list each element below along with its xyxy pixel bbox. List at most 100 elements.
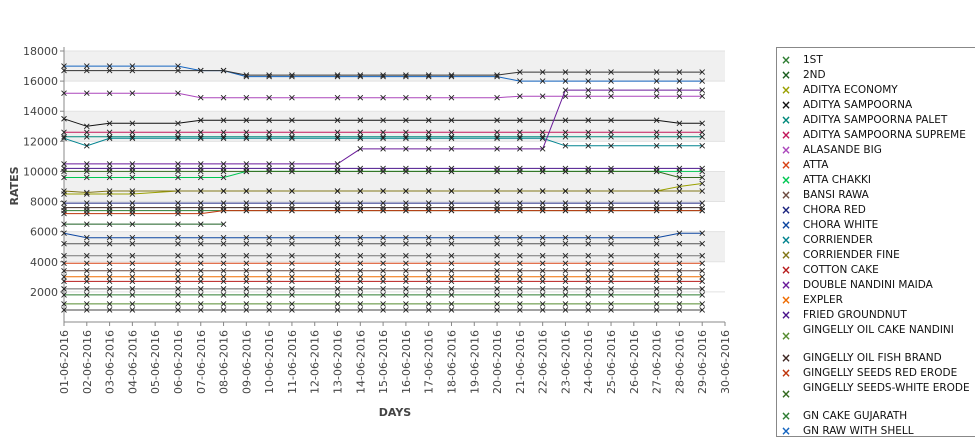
series-corriender-fine <box>61 188 706 196</box>
data-point <box>289 301 295 307</box>
data-point <box>175 221 181 227</box>
data-point <box>562 129 569 136</box>
data-point <box>266 129 272 136</box>
data-point <box>494 260 500 267</box>
data-point <box>197 168 204 175</box>
data-point <box>61 267 67 274</box>
y-tick-label: 2000 <box>30 286 58 299</box>
data-point <box>380 252 386 259</box>
data-point <box>334 301 341 307</box>
data-point <box>403 72 409 78</box>
data-point <box>106 161 113 167</box>
legend-item: × EXPLER <box>781 294 975 306</box>
legend-label: EXPLER <box>803 294 843 306</box>
data-point <box>197 129 204 136</box>
series-unlabeled-25 <box>61 240 706 247</box>
data-point <box>517 234 523 241</box>
data-point <box>494 94 500 101</box>
data-point <box>106 63 113 69</box>
data-point <box>448 72 455 78</box>
data-point <box>380 274 386 280</box>
y-axis-title: RATES <box>8 166 21 205</box>
data-point <box>83 252 90 259</box>
data-point <box>425 260 432 267</box>
data-point <box>494 292 500 298</box>
x-tick-label: 22-06-2016 <box>537 330 550 394</box>
data-point <box>106 188 113 194</box>
data-point <box>243 274 250 280</box>
data-point <box>403 135 409 142</box>
data-point <box>517 168 523 175</box>
data-point <box>676 78 683 84</box>
data-point <box>289 267 295 274</box>
data-point <box>425 240 432 247</box>
data-point <box>494 274 500 280</box>
data-point <box>334 168 341 175</box>
data-point <box>676 292 683 298</box>
data-point <box>61 210 67 217</box>
data-point <box>83 161 90 167</box>
data-point <box>562 234 569 241</box>
data-point <box>699 174 706 181</box>
data-point <box>448 274 455 280</box>
data-point <box>425 286 432 292</box>
data-point <box>608 252 614 259</box>
data-point <box>403 234 409 241</box>
data-point <box>106 267 113 274</box>
data-point <box>676 87 683 93</box>
data-point <box>129 129 136 136</box>
data-point <box>517 274 523 280</box>
data-point <box>608 234 614 241</box>
data-point <box>61 307 67 313</box>
data-point <box>83 210 90 217</box>
legend-marker-icon: × <box>781 366 792 380</box>
data-point <box>585 78 592 84</box>
series-unlabeled-28 <box>61 286 706 292</box>
data-point <box>106 292 113 298</box>
data-point <box>653 69 660 75</box>
data-point <box>243 161 250 167</box>
data-point <box>608 168 614 175</box>
data-point <box>266 307 272 313</box>
series-gingelly-seeds-white-erode <box>61 168 706 181</box>
x-axis-title: DAYS <box>379 406 412 419</box>
series-unlabeled-24 <box>61 67 706 78</box>
data-point <box>608 78 614 84</box>
data-point <box>676 252 683 259</box>
data-point <box>562 69 569 75</box>
data-point <box>448 207 455 214</box>
data-point <box>334 200 341 206</box>
data-point <box>266 301 272 307</box>
data-point <box>585 129 592 136</box>
data-point <box>653 278 660 285</box>
data-point <box>289 252 295 259</box>
data-point <box>539 200 546 206</box>
data-point <box>83 133 90 140</box>
data-point <box>197 188 204 194</box>
legend-label: CORRIENDER FINE <box>803 249 900 261</box>
legend-item: × GN CAKE GUJARATH <box>781 410 975 422</box>
data-point <box>243 117 250 124</box>
data-point <box>539 307 546 313</box>
data-point <box>403 278 409 285</box>
data-point <box>403 207 409 214</box>
data-point <box>61 286 67 292</box>
x-tick-label: 12-06-2016 <box>309 330 322 394</box>
data-point <box>243 168 250 175</box>
data-point <box>175 67 181 74</box>
series-line <box>64 92 703 99</box>
legend-marker-icon: × <box>781 83 792 97</box>
legend-marker-icon: × <box>781 351 792 365</box>
data-point <box>357 252 364 259</box>
data-point <box>197 117 204 124</box>
data-point <box>539 292 546 298</box>
data-point <box>83 278 90 285</box>
data-point <box>562 307 569 313</box>
data-point <box>220 267 227 274</box>
data-point <box>175 260 181 267</box>
data-point <box>289 129 295 136</box>
data-point <box>380 135 386 142</box>
data-point <box>562 240 569 247</box>
data-point <box>220 274 227 280</box>
x-tick-label: 30-06-2016 <box>719 330 732 394</box>
